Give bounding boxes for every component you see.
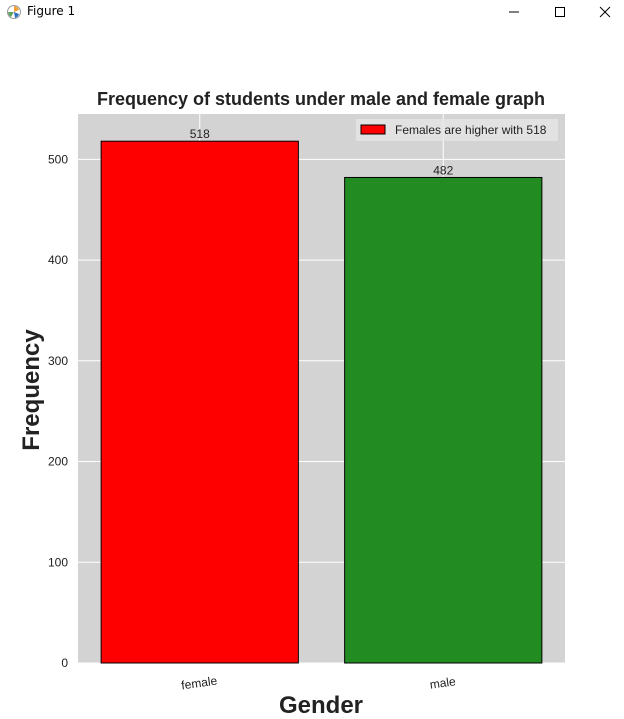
legend-swatch-female xyxy=(360,124,386,135)
bar-female xyxy=(100,140,299,664)
bar-male xyxy=(344,176,543,664)
y-axis-label: Frequency xyxy=(18,329,45,451)
x-axis-label: Gender xyxy=(279,692,363,719)
bars xyxy=(100,140,543,664)
legend-box xyxy=(356,119,558,141)
data-label-female: 518 xyxy=(190,127,210,141)
close-button[interactable] xyxy=(582,0,624,24)
x-axis-ticks: female male xyxy=(180,674,456,693)
data-label-male: 482 xyxy=(433,163,453,177)
y-axis-ticks: 0 100 200 300 400 500 xyxy=(48,152,68,670)
close-icon xyxy=(599,6,611,18)
window-title: Figure 1 xyxy=(27,4,76,18)
x-tick-label-male: male xyxy=(429,674,457,692)
data-labels: 518 482 xyxy=(190,127,454,177)
figure-canvas: Frequency of students under male and fem… xyxy=(18,89,565,719)
window-titlebar: Figure 1 xyxy=(0,0,624,24)
y-tick-label: 400 xyxy=(48,253,68,267)
x-tick-label-female: female xyxy=(180,674,218,693)
y-tick-label: 300 xyxy=(48,354,68,368)
y-tick-label: 0 xyxy=(61,656,68,670)
y-tick-label: 200 xyxy=(48,455,68,469)
chart-title: Frequency of students under male and fem… xyxy=(97,89,545,109)
legend: Females are higher with 518 xyxy=(356,119,558,141)
y-tick-label: 500 xyxy=(48,152,68,166)
y-tick-label: 100 xyxy=(48,555,68,569)
maximize-button[interactable] xyxy=(537,0,583,24)
minimize-icon xyxy=(509,11,519,13)
legend-label: Females are higher with 518 xyxy=(395,123,547,137)
maximize-icon xyxy=(555,7,565,17)
minimize-button[interactable] xyxy=(491,0,537,24)
matplotlib-logo-icon xyxy=(7,5,21,19)
